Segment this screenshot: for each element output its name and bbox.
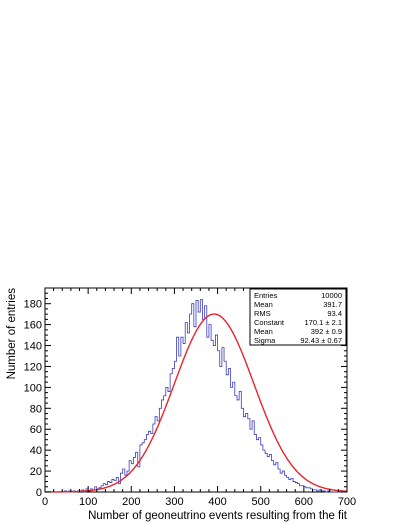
x-tick-label: 0 <box>42 496 48 508</box>
stat-label-constant: Constant <box>254 318 285 327</box>
y-tick-label: 0 <box>36 487 42 499</box>
y-tick-label: 40 <box>30 445 42 457</box>
stat-label-entries: Entries <box>254 291 278 300</box>
y-tick-label: 140 <box>24 341 42 353</box>
stat-value-sigma: 92.43 ± 0.67 <box>300 336 342 345</box>
x-tick-label: 100 <box>79 496 97 508</box>
stat-label-sigma: Sigma <box>254 336 276 345</box>
y-tick-label: 120 <box>24 361 42 373</box>
x-tick-label: 200 <box>122 496 140 508</box>
x-axis-title: Number of geoneutrino events resulting f… <box>88 510 348 522</box>
x-tick-label: 500 <box>252 496 270 508</box>
fit-layer <box>45 313 348 493</box>
stat-value-mean: 391.7 <box>323 300 342 309</box>
stat-value-fit-mean: 392 ± 0.9 <box>311 327 342 336</box>
x-axis: 0 100 200 300 400 500 600 700 <box>42 288 356 508</box>
stats-box: Entries 10000 Mean 391.7 RMS 93.4 Consta… <box>249 288 347 346</box>
stat-label-fit-mean: Mean <box>254 327 273 336</box>
y-tick-label: 180 <box>24 299 42 311</box>
x-tick-label: 700 <box>338 496 356 508</box>
stat-label-mean: Mean <box>254 300 273 309</box>
histogram-bars <box>45 299 347 493</box>
y-tick-label: 80 <box>30 403 42 415</box>
stat-label-rms: RMS <box>254 309 271 318</box>
stat-value-entries: 10000 <box>321 291 342 300</box>
y-tick-label: 60 <box>30 424 42 436</box>
plot-frame <box>44 287 348 493</box>
stat-value-rms: 93.4 <box>327 309 342 318</box>
y-tick-label: 160 <box>24 320 42 332</box>
y-tick-label: 20 <box>30 466 42 478</box>
stat-value-constant: 170.1 ± 2.1 <box>305 318 342 327</box>
x-tick-label: 600 <box>295 496 313 508</box>
y-axis-title: Number of entries <box>6 288 18 380</box>
histogram-layer <box>45 299 347 493</box>
x-tick-label: 400 <box>208 496 226 508</box>
y-tick-label: 100 <box>24 382 42 394</box>
x-tick-label: 300 <box>165 496 183 508</box>
stats-box-frame <box>249 288 347 346</box>
gaussian-fit-curve <box>45 313 348 493</box>
